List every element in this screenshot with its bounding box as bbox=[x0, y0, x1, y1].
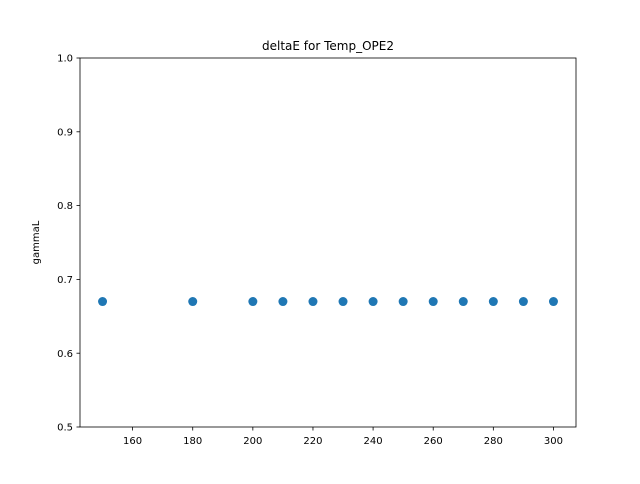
data-points bbox=[98, 297, 558, 307]
plot-frame bbox=[79, 57, 577, 428]
data-point bbox=[308, 297, 318, 307]
x-tick-label: 200 bbox=[243, 436, 262, 447]
data-point bbox=[248, 297, 258, 307]
data-point bbox=[398, 297, 408, 307]
data-point bbox=[278, 297, 288, 307]
data-point bbox=[458, 297, 468, 307]
y-tick-label: 0.6 bbox=[57, 349, 73, 360]
data-point bbox=[368, 297, 378, 307]
data-point bbox=[518, 297, 528, 307]
y-axis: 0.5 0.6 0.7 0.8 0.9 1.0 bbox=[57, 54, 80, 434]
x-tick-label: 160 bbox=[123, 436, 142, 447]
y-axis-label: gammaL bbox=[31, 220, 42, 264]
y-tick-label: 0.9 bbox=[57, 127, 73, 138]
x-axis: 160 180 200 220 240 260 280 300 bbox=[123, 427, 563, 447]
data-point bbox=[188, 297, 198, 307]
y-tick-label: 0.8 bbox=[57, 201, 73, 212]
data-point bbox=[428, 297, 438, 307]
data-point bbox=[548, 297, 558, 307]
x-tick-label: 180 bbox=[183, 436, 202, 447]
y-tick-label: 0.5 bbox=[57, 423, 73, 434]
y-tick-label: 0.7 bbox=[57, 275, 73, 286]
plot-area bbox=[80, 58, 576, 427]
x-tick-label: 220 bbox=[303, 436, 322, 447]
x-tick-label: 300 bbox=[544, 436, 563, 447]
data-point bbox=[338, 297, 348, 307]
chart-title: deltaE for Temp_OPE2 bbox=[262, 39, 394, 53]
y-tick-label: 1.0 bbox=[57, 54, 73, 65]
data-point bbox=[98, 297, 108, 307]
x-tick-label: 260 bbox=[424, 436, 443, 447]
x-tick-label: 280 bbox=[484, 436, 503, 447]
x-tick-label: 240 bbox=[364, 436, 383, 447]
data-point bbox=[488, 297, 498, 307]
